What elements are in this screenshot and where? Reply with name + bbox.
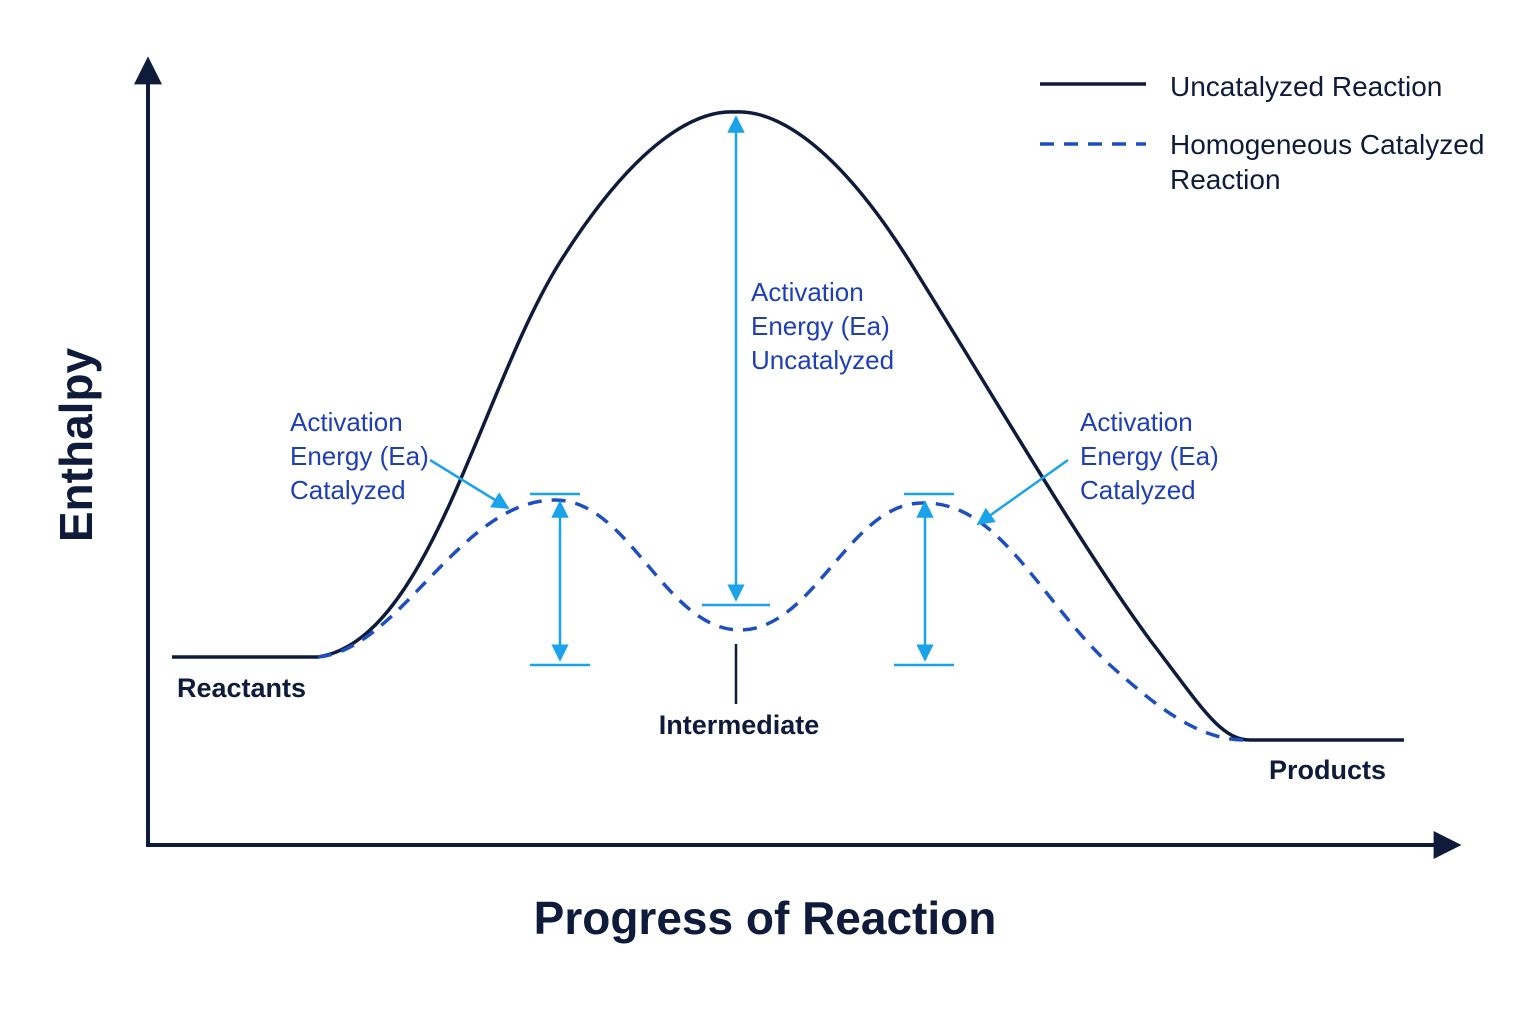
legend-catalyzed-label-line1: Homogeneous Catalyzed bbox=[1170, 129, 1484, 160]
products-label: Products bbox=[1269, 755, 1386, 785]
svg-text:Activation: Activation bbox=[1080, 407, 1193, 437]
x-axis-title: Progress of Reaction bbox=[534, 892, 997, 944]
ea-catalyzed-right-marker bbox=[894, 492, 954, 667]
svg-text:Activation: Activation bbox=[751, 277, 864, 307]
svg-text:Energy (Ea): Energy (Ea) bbox=[751, 311, 890, 341]
ea-catalyzed-left-marker bbox=[530, 492, 590, 667]
svg-text:Catalyzed: Catalyzed bbox=[290, 475, 406, 505]
legend: Uncatalyzed Reaction Homogeneous Catalyz… bbox=[1040, 71, 1484, 195]
ea-uncatalyzed-label: Activation Energy (Ea) Uncatalyzed bbox=[751, 277, 894, 375]
reactants-label: Reactants bbox=[177, 673, 306, 703]
legend-catalyzed-label-line2: Reaction bbox=[1170, 164, 1281, 195]
legend-uncatalyzed-label: Uncatalyzed Reaction bbox=[1170, 71, 1442, 102]
ea-catalyzed-left-pointer bbox=[429, 458, 510, 510]
svg-text:Catalyzed: Catalyzed bbox=[1080, 475, 1196, 505]
ea-uncatalyzed-marker bbox=[702, 115, 770, 607]
svg-text:Energy (Ea): Energy (Ea) bbox=[1080, 441, 1219, 471]
svg-text:Uncatalyzed: Uncatalyzed bbox=[751, 345, 894, 375]
ea-catalyzed-right-pointer bbox=[976, 458, 1069, 526]
y-axis-title: Enthalpy bbox=[50, 347, 102, 542]
intermediate-label: Intermediate bbox=[659, 710, 820, 740]
ea-catalyzed-right-label: Activation Energy (Ea) Catalyzed bbox=[1080, 407, 1219, 505]
uncatalyzed-curve bbox=[172, 110, 1404, 742]
axes bbox=[134, 56, 1462, 859]
catalyzed-curve bbox=[317, 498, 1246, 742]
svg-text:Energy (Ea): Energy (Ea) bbox=[290, 441, 429, 471]
ea-catalyzed-left-label: Activation Energy (Ea) Catalyzed bbox=[290, 407, 429, 505]
svg-text:Activation: Activation bbox=[290, 407, 403, 437]
